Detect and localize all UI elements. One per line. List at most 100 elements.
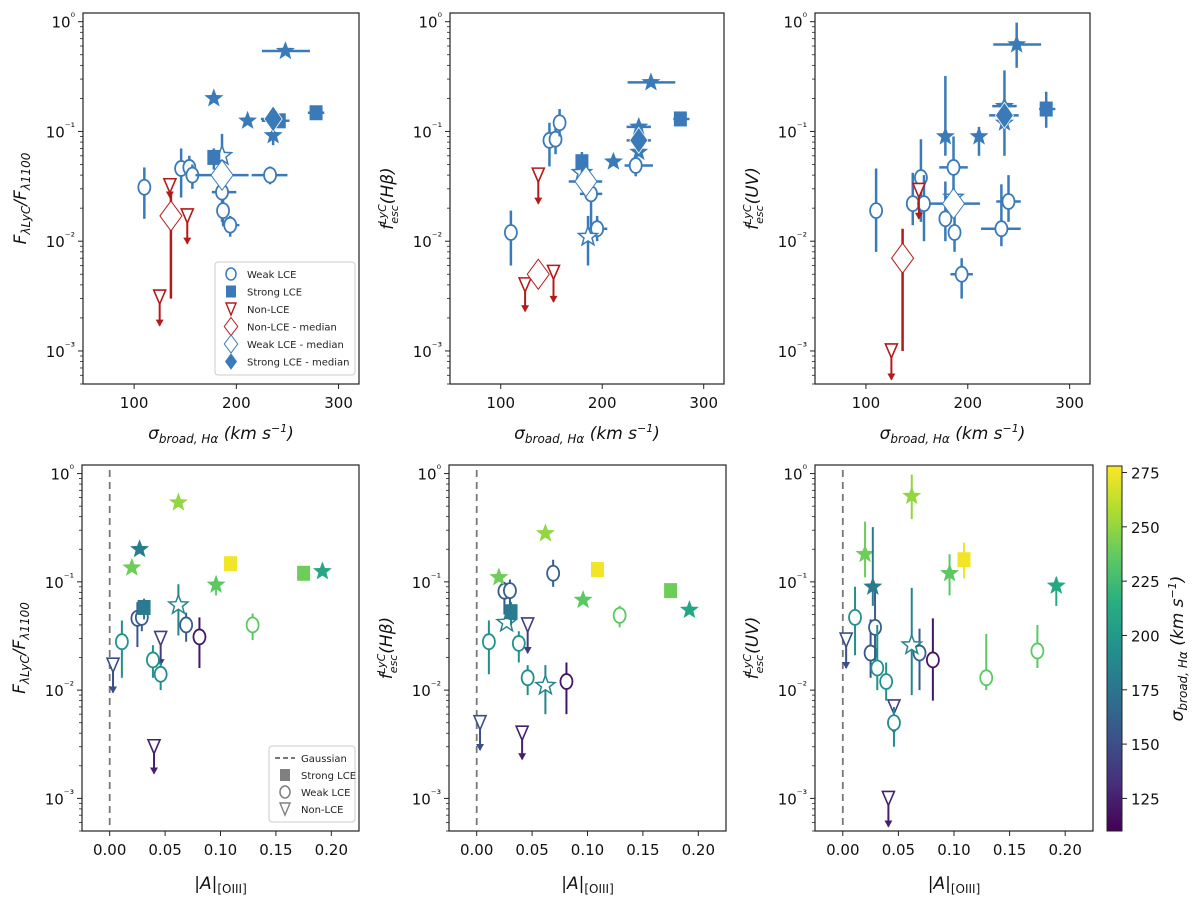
- data-point-non: [517, 277, 533, 313]
- x-tick-label: 100: [852, 394, 881, 412]
- legend-label: Strong LCE: [301, 771, 356, 782]
- marker-weak: [1030, 642, 1045, 660]
- data-point-weak: [996, 175, 1021, 222]
- data-point-weak-star: [166, 584, 190, 636]
- data-point-weak-median: [930, 187, 980, 220]
- data-point-strong: [664, 583, 678, 599]
- data-point-weak-star: [495, 610, 519, 633]
- colorbar-label: σbroad, Hα (km s−1): [1166, 576, 1190, 722]
- data-point-weak: [137, 167, 152, 219]
- data-point-weak: [192, 617, 207, 669]
- data-point-non: [105, 657, 121, 694]
- marker-non-median: [526, 258, 550, 291]
- marker-weak-star: [900, 633, 924, 656]
- y-tick-label: 10⁻¹: [412, 571, 441, 592]
- marker-weak: [503, 582, 517, 600]
- panel-top-middle: 100 200 300 10⁻³ 10⁻² 10⁻¹ 10⁰ σbroad, Hα (km s…: [376, 11, 725, 446]
- marker-weak: [216, 202, 230, 220]
- legend-entry: Weak LCE: [279, 785, 350, 799]
- upper-limit-arrow: [914, 212, 923, 220]
- data-point-non: [146, 738, 162, 775]
- legend-label: Strong LCE: [247, 288, 302, 299]
- data-point-weak-median: [195, 159, 249, 191]
- data-point-non: [180, 208, 195, 245]
- x-tick-label: 0.15: [626, 841, 659, 859]
- data-point-weak: [868, 589, 882, 672]
- data-point-weak: [905, 172, 920, 226]
- x-axis-label: σbroad, Hα (km s−1): [148, 422, 294, 446]
- data-point-weak: [612, 605, 627, 628]
- marker-strong-star: [855, 544, 875, 563]
- y-tick-label: 10⁻²: [46, 230, 75, 251]
- data-point-strong-median: [260, 105, 286, 133]
- marker-strong: [590, 562, 604, 578]
- data-point-strong-star: [969, 126, 989, 156]
- marker-weak: [192, 628, 207, 646]
- data-point-strong-star: [168, 492, 188, 511]
- data-point-non: [838, 632, 854, 670]
- data-point-weak-star: [900, 587, 924, 696]
- y-tick-label: 10⁻²: [778, 679, 807, 700]
- marker-weak-median: [941, 187, 966, 220]
- axes-frame: [814, 464, 1094, 832]
- marker-weak: [870, 659, 885, 677]
- data-point-strong-star: [1046, 575, 1066, 606]
- y-tick-label: 10⁰: [417, 463, 441, 484]
- legend: Weak LCE Strong LCE Non-LCE Non-LCE - media…: [214, 261, 356, 376]
- marker-strong-star: [206, 574, 226, 593]
- upper-limit-arrow: [476, 743, 485, 751]
- data-point-weak: [588, 215, 608, 242]
- data-point-non-median: [526, 258, 550, 291]
- marker-strong-star: [641, 72, 661, 91]
- legend-entry: Gaussian: [275, 754, 347, 765]
- data-point-strong-median: [989, 101, 1019, 130]
- marker-strong-star: [238, 110, 258, 129]
- legend-entry: Non-LCE: [278, 802, 343, 817]
- y-tick-label: 10⁰: [783, 11, 807, 32]
- y-axis-label: FλLyC/Fλ1100: [11, 152, 33, 244]
- upper-limit-arrow: [884, 820, 893, 828]
- colorbar-tick-label: 225: [1131, 573, 1160, 591]
- legend-box: [214, 261, 356, 376]
- data-point-weak: [848, 586, 862, 656]
- colorbar-tick-label: 275: [1131, 465, 1160, 483]
- data-point-non: [911, 182, 927, 220]
- data-point-strong: [673, 111, 690, 127]
- marker-strong: [673, 111, 687, 127]
- marker-weak: [263, 166, 277, 184]
- marker-non: [105, 657, 121, 675]
- marker-weak: [503, 224, 518, 241]
- marker-weak: [938, 210, 953, 228]
- data-point-weak: [179, 612, 194, 642]
- upper-limit-arrow: [549, 295, 558, 303]
- marker-non: [472, 714, 488, 732]
- marker-weak: [245, 616, 260, 634]
- data-point-non: [531, 167, 546, 205]
- marker-strong-star: [168, 492, 188, 511]
- y-tick-label: 10⁻³: [46, 340, 75, 361]
- marker-weak-star: [533, 673, 557, 696]
- data-point-non-median: [159, 192, 183, 299]
- data-point-strong-star: [122, 557, 142, 576]
- marker-strong-star: [940, 563, 960, 582]
- marker-weak: [868, 618, 882, 636]
- data-point-weak: [938, 181, 953, 242]
- x-tick-label: 300: [1055, 394, 1084, 412]
- y-axis-label: fescLyC(UV): [741, 167, 766, 230]
- x-tick-label: 0.00: [826, 841, 859, 859]
- marker-weak: [559, 673, 574, 690]
- marker-weak: [954, 265, 969, 283]
- marker-non: [520, 617, 535, 634]
- marker-weak: [925, 651, 940, 669]
- axes-frame: [448, 464, 727, 832]
- marker-strong-median: [263, 105, 283, 133]
- marker-strong-median: [629, 126, 649, 155]
- marker-weak: [612, 606, 627, 624]
- x-tick-label: 200: [222, 394, 251, 412]
- upper-limit-arrow: [155, 319, 164, 327]
- legend: Gaussian Strong LCE Weak LCE Non-LCE: [268, 745, 356, 823]
- colorbar-gradient: [1106, 465, 1123, 832]
- marker-strong-star: [489, 567, 509, 586]
- marker-non-median: [159, 200, 183, 232]
- data-point-strong: [223, 556, 237, 572]
